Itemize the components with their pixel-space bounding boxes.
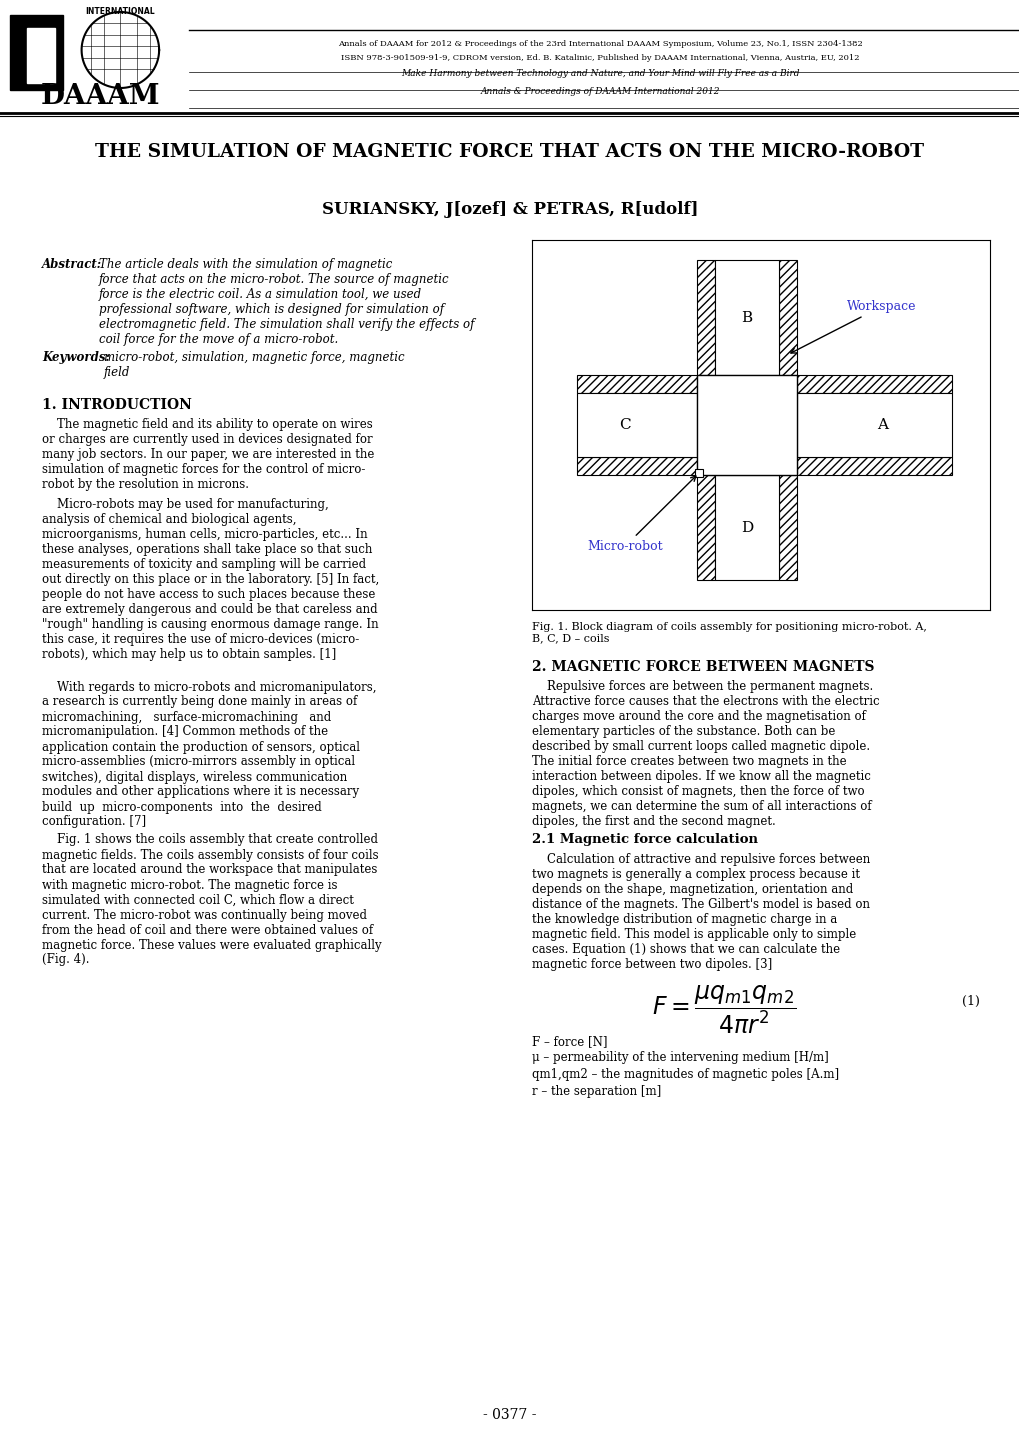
Text: The article deals with the simulation of magnetic
force that acts on the micro-r: The article deals with the simulation of… xyxy=(99,258,474,346)
Text: Annals & Proceedings of DAAAM International 2012: Annals & Proceedings of DAAAM Internatio… xyxy=(480,88,719,97)
Text: Make Harmony between Technology and Nature, and Your Mind will Fly Free as a Bir: Make Harmony between Technology and Natu… xyxy=(400,69,799,78)
Text: 1. INTRODUCTION: 1. INTRODUCTION xyxy=(42,398,192,412)
Text: μ – permeability of the intervening medium [H/m]: μ – permeability of the intervening medi… xyxy=(532,1051,828,1064)
Text: micro-robot, simulation, magnetic force, magnetic
field: micro-robot, simulation, magnetic force,… xyxy=(104,350,405,379)
Bar xyxy=(796,375,951,394)
Text: Abstract:: Abstract: xyxy=(42,258,102,271)
Bar xyxy=(577,457,696,474)
Text: - 0377 -: - 0377 - xyxy=(483,1407,536,1422)
Bar xyxy=(714,474,779,580)
Text: SURIANSKY, J[ozef] & PETRAS, R[udolf]: SURIANSKY, J[ozef] & PETRAS, R[udolf] xyxy=(321,202,698,219)
Text: Fig. 1 shows the coils assembly that create controlled
magnetic fields. The coil: Fig. 1 shows the coils assembly that cre… xyxy=(42,833,381,966)
Bar xyxy=(796,394,951,457)
Text: DAAAM: DAAAM xyxy=(40,84,160,110)
Bar xyxy=(577,375,696,394)
Text: Fig. 1. Block diagram of coils assembly for positioning micro-robot. A,
B, C, D : Fig. 1. Block diagram of coils assembly … xyxy=(532,622,926,643)
Text: A: A xyxy=(876,418,887,433)
Text: Annals of DAAAM for 2012 & Proceedings of the 23rd International DAAAM Symposium: Annals of DAAAM for 2012 & Proceedings o… xyxy=(337,40,861,48)
Bar xyxy=(10,14,63,89)
Bar xyxy=(779,474,796,580)
Text: Workspace: Workspace xyxy=(790,300,916,353)
Text: Micro-robot: Micro-robot xyxy=(586,476,695,552)
Bar xyxy=(696,375,796,474)
Text: With regards to micro-robots and micromanipulators,
a research is currently bein: With regards to micro-robots and microma… xyxy=(42,681,376,829)
Text: Repulsive forces are between the permanent magnets.
Attractive force causes that: Repulsive forces are between the permane… xyxy=(532,681,878,828)
Text: F – force [N]: F – force [N] xyxy=(532,1035,607,1048)
Bar xyxy=(696,260,714,375)
Bar xyxy=(694,469,702,477)
Bar xyxy=(779,260,796,375)
Text: C: C xyxy=(619,418,630,433)
Text: $F = \dfrac{\mu q_{m1} q_{m2}}{4\pi r^{2}}$: $F = \dfrac{\mu q_{m1} q_{m2}}{4\pi r^{2… xyxy=(651,983,796,1035)
Text: Keywords:: Keywords: xyxy=(42,350,110,363)
Bar xyxy=(26,27,55,84)
Text: 2. MAGNETIC FORCE BETWEEN MAGNETS: 2. MAGNETIC FORCE BETWEEN MAGNETS xyxy=(532,660,873,673)
Text: INTERNATIONAL: INTERNATIONAL xyxy=(86,7,155,16)
Bar xyxy=(577,394,696,457)
Text: Micro-robots may be used for manufacturing,
analysis of chemical and biological : Micro-robots may be used for manufacturi… xyxy=(42,499,379,662)
Text: qm1,qm2 – the magnitudes of magnetic poles [A.m]: qm1,qm2 – the magnitudes of magnetic pol… xyxy=(532,1069,839,1082)
Text: r – the separation [m]: r – the separation [m] xyxy=(532,1084,660,1097)
Text: (1): (1) xyxy=(961,995,979,1008)
Text: THE SIMULATION OF MAGNETIC FORCE THAT ACTS ON THE MICRO-ROBOT: THE SIMULATION OF MAGNETIC FORCE THAT AC… xyxy=(96,143,923,162)
Text: D: D xyxy=(740,521,752,535)
Text: 2.1 Magnetic force calculation: 2.1 Magnetic force calculation xyxy=(532,833,757,846)
Bar xyxy=(714,260,779,375)
Bar xyxy=(696,474,714,580)
Text: B: B xyxy=(741,310,752,324)
Text: ISBN 978-3-901509-91-9, CDROM version, Ed. B. Katalinic, Published by DAAAM Inte: ISBN 978-3-901509-91-9, CDROM version, E… xyxy=(340,53,858,62)
Text: Calculation of attractive and repulsive forces between
two magnets is generally : Calculation of attractive and repulsive … xyxy=(532,854,869,970)
Bar xyxy=(796,457,951,474)
Text: The magnetic field and its ability to operate on wires
or charges are currently : The magnetic field and its ability to op… xyxy=(42,418,374,490)
